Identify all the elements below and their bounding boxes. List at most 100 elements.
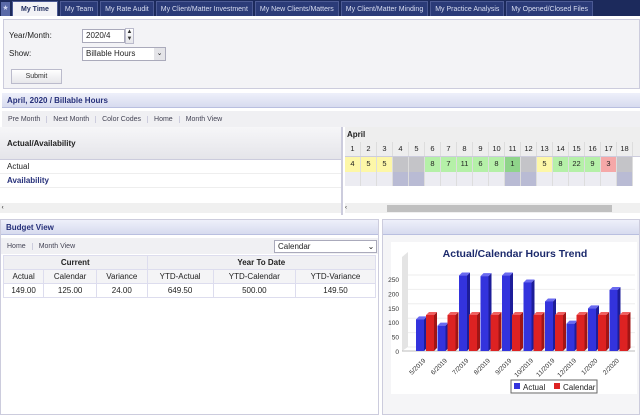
availability-cell[interactable] [441,172,457,186]
bar-top-calendar [576,312,588,315]
actual-hours-cell[interactable]: 8 [553,157,569,172]
budget-column-header: Actual [2,269,45,284]
hours-toolbar-item[interactable]: Next Month [47,115,97,123]
bar-side-calendar [584,312,588,351]
budget-select[interactable]: Calendar ⌄ [274,240,377,253]
budget-view-title: Budget View [1,220,378,235]
actual-hours-cell[interactable]: 7 [441,157,457,172]
availability-cell[interactable] [521,172,537,186]
availability-cell[interactable] [361,172,377,186]
day-number: 16 [585,142,601,156]
star-icon[interactable]: ★ [1,2,10,16]
actual-hours-cell[interactable]: 1 [505,157,521,172]
bar-top-calendar [598,312,609,315]
budget-toolbar-item[interactable]: Month View [38,242,76,250]
hours-trend-chart: Actual/Calendar Hours Trend 0 50 100 150 200 2… [388,248,635,394]
bar-top-calendar [490,312,502,315]
budget-toolbar-item[interactable]: Home [1,242,33,250]
availability-cell[interactable] [377,172,393,186]
hours-panel-title: April, 2020 / Billable Hours [2,93,640,108]
bar-top-calendar [447,312,459,315]
tab-3[interactable]: My Client/Matter Investment [155,1,253,16]
tab-1[interactable]: My Team [59,1,99,16]
tab-5[interactable]: My Client/Matter Minding [340,1,429,16]
actual-hours-cell[interactable]: 3 [601,157,617,172]
budget-cell: 149.00 [2,283,45,298]
bar-top-calendar [512,312,523,315]
year-month-input[interactable]: 2020/4 [82,29,125,43]
budget-column-header: YTD-Actual [146,269,214,284]
availability-cell[interactable] [345,172,361,186]
tab-bar: ★ My Time My Team My Rate Audit My Client/M… [0,0,640,16]
actual-hours-cell[interactable]: 4 [345,157,361,172]
hours-toolbar-item[interactable]: Home [148,115,180,123]
tab-4[interactable]: My New Clients/Matters [254,1,339,16]
day-number: 13 [537,142,553,156]
hours-toolbar-item[interactable]: Month View [185,115,223,123]
bar-top-actual [588,305,599,309]
availability-cell[interactable] [617,172,633,186]
actual-hours-cell[interactable]: 9 [585,157,601,172]
bar-calendar [447,315,456,351]
tab-6[interactable]: My Practice Analysis [430,1,505,16]
scrollbar-thumb[interactable] [387,205,612,212]
availability-cell[interactable] [425,172,441,186]
actual-hours-cell[interactable]: 8 [425,157,441,172]
y-tick-label: 100 [388,320,399,327]
actual-hours-cell[interactable]: 5 [361,157,377,172]
actual-availability-header: Actual/Availability [0,127,341,160]
actual-hours-cell[interactable]: 6 [473,157,489,172]
submit-button[interactable]: Submit [11,69,62,84]
actual-hours-cell[interactable]: 11 [457,157,473,172]
bar-calendar [533,315,542,351]
availability-cell[interactable] [505,172,521,186]
bar-calendar [576,315,585,351]
day-grid-scrollbar[interactable]: ‹ [345,203,640,213]
chart-title: Actual/Calendar Hours Trend [443,248,588,260]
availability-cell[interactable] [569,172,585,186]
year-month-spinner[interactable]: ▲ ▼ [125,28,134,44]
bar-top-calendar [555,312,566,315]
availability-cell[interactable] [601,172,617,186]
bar-actual [545,301,553,351]
actual-hours-cell[interactable] [617,157,633,172]
tab-2[interactable]: My Rate Audit [100,1,154,16]
tab-7[interactable]: My Opened/Closed Files [506,1,594,16]
actual-hours-cell[interactable] [393,157,409,172]
hours-toolbar-item[interactable]: Color Codes [96,115,149,123]
day-number: 1 [345,142,361,156]
availability-cell[interactable] [409,172,425,186]
availability-cell[interactable] [585,172,601,186]
availability-cell[interactable] [489,172,505,186]
actual-hours-cell[interactable] [409,157,425,172]
availability-cell[interactable] [537,172,553,186]
availability-cell[interactable] [473,172,489,186]
actual-hours-cell[interactable]: 5 [537,157,553,172]
legend-label-actual: Actual [523,383,545,392]
x-tick-label: 5/2019 [408,357,427,376]
show-select[interactable]: Billable Hours ⌄ [82,47,166,61]
bar-calendar [426,315,434,351]
bar-calendar [619,315,628,351]
left-horizontal-scrollbar[interactable]: ‹ [0,203,341,213]
row-availability-label[interactable]: Availability [0,174,341,188]
actual-hours-cell[interactable]: 5 [377,157,393,172]
actual-hours-cell[interactable] [521,157,537,172]
budget-cell: 500.00 [212,283,296,298]
bar-top-actual [437,322,449,326]
bar-side-calendar [455,312,459,351]
bar-actual [437,325,446,351]
tab-0[interactable]: My Time [12,1,58,16]
hours-toolbar-item[interactable]: Pre Month [2,115,48,123]
actual-hours-cell[interactable]: 8 [489,157,505,172]
availability-cell[interactable] [553,172,569,186]
bar-side-calendar [541,312,545,351]
availability-cell[interactable] [457,172,473,186]
chevron-down-icon: ⌄ [367,242,375,251]
hours-toolbar: Pre Month Next Month Color Codes Home Month … [2,111,640,127]
actual-hours-cell[interactable]: 22 [569,157,585,172]
availability-cell[interactable] [393,172,409,186]
x-tick-label: 10/2019 [513,357,535,379]
bar-top-calendar [619,312,631,315]
day-number: 12 [521,142,537,156]
